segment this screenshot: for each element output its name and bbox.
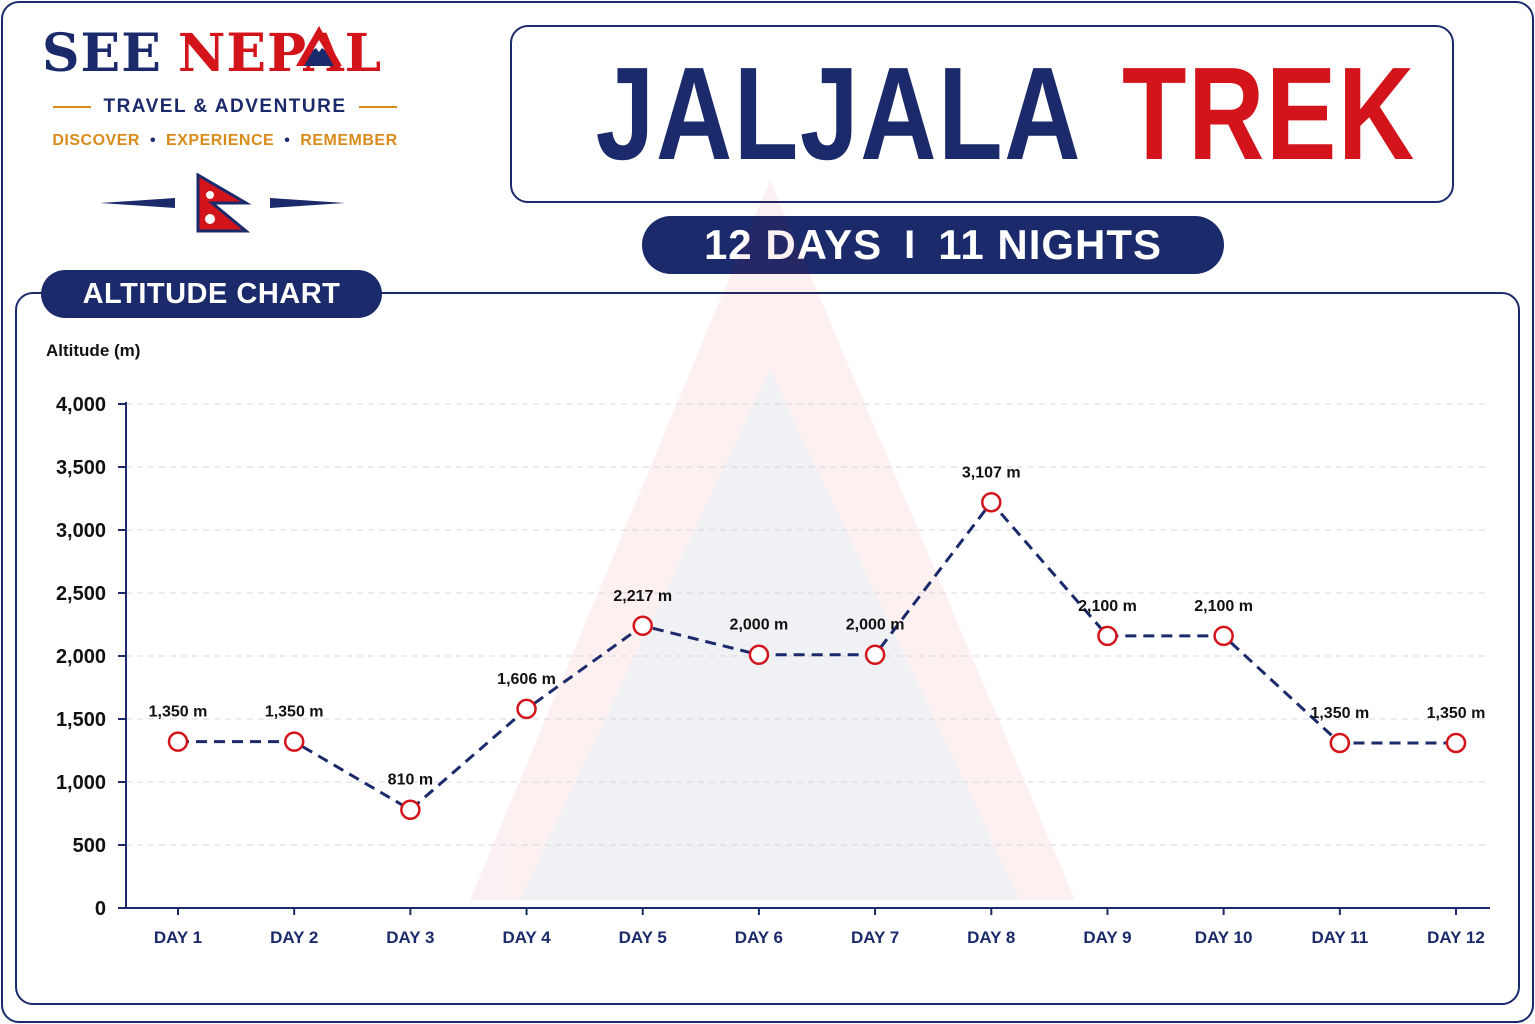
motto-word-3: REMEMBER [300,132,398,149]
series-line [178,500,1456,812]
brand-tagline: TRAVEL & ADVENTURE [30,96,420,118]
nepal-flag-icon [100,173,345,233]
duration-separator: I [904,222,917,267]
x-tick-label: DAY 9 [1083,928,1131,947]
data-point [632,615,653,637]
y-tick-label: 4,000 [56,394,106,416]
y-tick-label: 3,000 [56,520,106,542]
tagline-rule-right [358,106,397,108]
motto-dot-2: • [284,132,291,149]
data-point [1097,625,1118,647]
tagline-text: TRAVEL & ADVENTURE [103,96,347,117]
y-tick-label: 3,500 [56,457,106,479]
data-point [283,731,305,752]
x-tick-label: DAY 11 [1311,928,1368,947]
brand-logo: SEE NEPAL TRAVEL & ADVENTURE DISCOVER • … [30,23,420,233]
duration-nights: 11 NIGHTS [938,221,1163,268]
data-point [864,644,886,665]
altitude-line [178,500,1456,812]
data-point [167,731,189,752]
data-label: 2,100 m [1194,598,1253,615]
tagline-rule-left [53,106,92,108]
data-point [516,698,537,720]
title-right: TREK [1122,40,1417,187]
data-point [748,644,770,665]
y-tick-label: 0 [95,898,106,920]
trek-title: JALJALA TREK [510,25,1454,203]
motto-word-2: EXPERIENCE [166,132,275,149]
x-tick-label: DAY 12 [1427,928,1485,947]
motto-dot-1: • [149,132,157,149]
data-label: 1,350 m [265,704,324,721]
y-tick-label: 2,000 [56,646,106,668]
x-tick-label: DAY 6 [735,928,783,947]
x-tick-label: DAY 4 [502,928,551,947]
data-point [981,492,1002,513]
data-label: 2,000 m [846,617,905,634]
y-tick-label: 2,500 [56,583,106,605]
data-label: 2,217 m [613,588,672,605]
brand-motto: DISCOVER • EXPERIENCE • REMEMBER [30,132,420,150]
x-ticks: DAY 1 DAY 2 DAY 3 DAY 4 DAY 5 DAY 6 DAY 7 DAY 8… [154,908,1485,947]
x-tick-label: DAY 10 [1195,928,1253,947]
brand-name: SEE NEPAL [42,23,420,84]
watermark [470,180,1075,900]
data-label: 1,350 m [149,704,208,721]
x-tick-label: DAY 8 [967,928,1015,947]
x-tick-label: DAY 7 [851,928,899,947]
title-left: JALJALA [595,40,1083,187]
y-tick-label: 500 [73,835,106,857]
data-label: 3,107 m [962,464,1021,481]
brand-name-left: SEE [42,23,162,84]
y-ticks: 0 500 1,000 1,500 2,000 2,500 3,000 3,500 4,000 [56,394,126,920]
y-tick-label: 1,500 [56,709,106,731]
mountain-icon [295,26,342,66]
data-point [1213,625,1234,647]
brand-name-right: NEPAL [178,26,382,80]
duration-badge: 12 DAYS I 11 NIGHTS [642,216,1224,274]
grid-lines [126,403,1490,846]
y-axis-label: Altitude (m) [46,341,141,360]
data-label: 2,000 m [730,617,789,634]
y-tick-label: 1,000 [56,772,106,794]
brand-name-right-text: NEPAL [177,23,383,84]
x-tick-label: DAY 2 [270,928,318,947]
motto-word-1: DISCOVER [52,132,140,149]
data-points [167,492,1467,820]
duration-days: 12 DAYS [704,221,882,269]
data-point [400,799,421,820]
x-tick-label: DAY 3 [386,928,434,947]
data-point [1445,732,1467,754]
x-tick-label: DAY 5 [619,928,667,947]
data-label: 1,350 m [1427,705,1486,722]
data-label: 1,350 m [1310,705,1369,722]
chart-panel [15,292,1520,1005]
data-label: 2,100 m [1078,598,1137,615]
panel-tag: ALTITUDE CHART [41,270,382,318]
data-label: 1,606 m [497,671,556,688]
data-label: 810 m [388,772,433,789]
x-tick-label: DAY 1 [154,928,202,947]
data-point [1329,732,1351,754]
data-labels: 1,350 m 1,350 m 810 m 1,606 m 2,217 m 2,000 m… [149,464,1486,788]
